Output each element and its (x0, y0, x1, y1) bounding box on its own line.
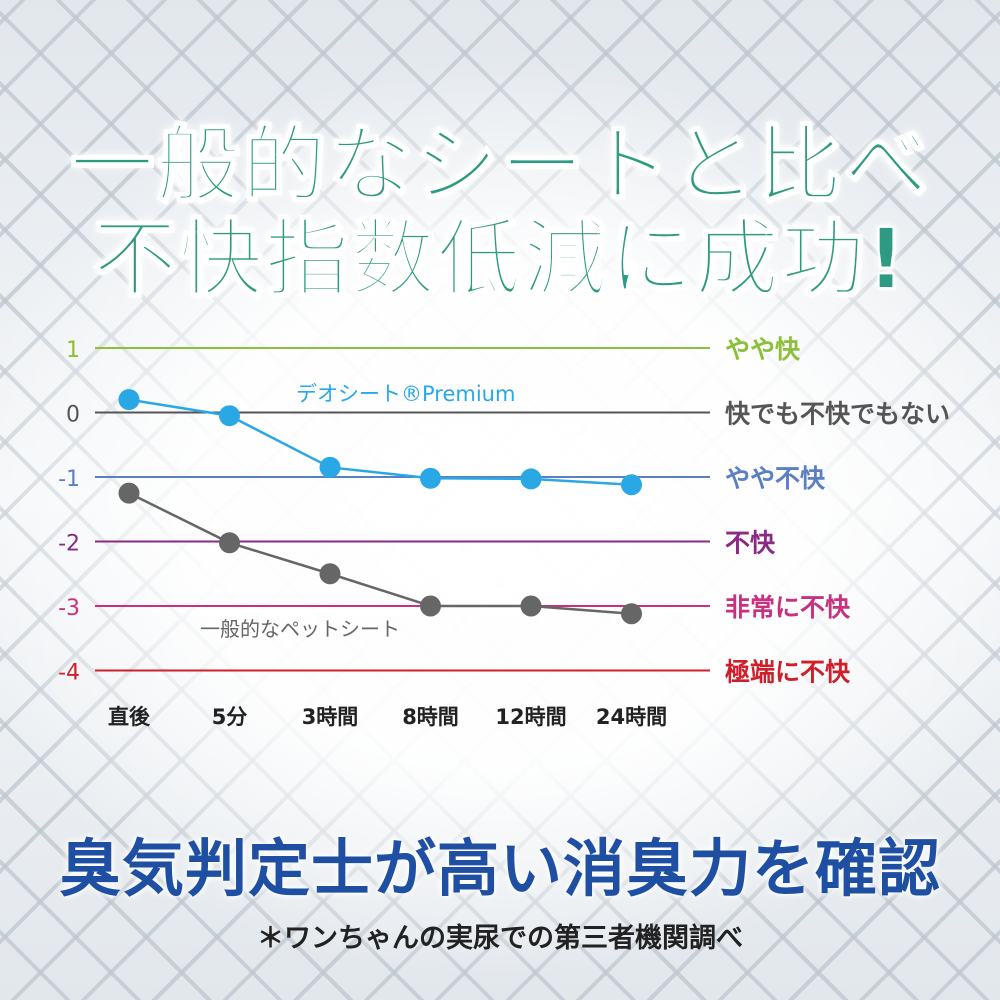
reference-line-label: やや快 (725, 335, 801, 364)
footnote: ＊ワンちゃんの実尿での第三者機関調べ (257, 923, 743, 954)
x-tick-label: 3時間 (302, 705, 359, 729)
data-point (520, 595, 542, 617)
data-point (621, 603, 642, 625)
data-point (621, 474, 642, 496)
discomfort-index-chart: 1 やや快 0 快でも不快でもない -1 やや不快 -2 不快 -3 非常に不快 -4 極端に不快直後… (58, 335, 950, 729)
x-tick-label: 12時間 (495, 705, 566, 729)
y-tick-label: 0 (66, 403, 80, 428)
y-tick-label: -2 (58, 532, 80, 557)
y-tick-label: -3 (58, 596, 80, 621)
series-label-premium: デオシート®Premium (296, 382, 515, 406)
data-point (219, 532, 240, 554)
x-tick-label: 直後 (108, 705, 151, 729)
series-line (128, 492, 632, 615)
reference-line-label: 極端に不快 (725, 658, 851, 687)
y-tick-label: -1 (58, 467, 80, 492)
y-tick-label: 1 (66, 338, 80, 363)
reference-line-label: やや不快 (725, 464, 826, 493)
y-tick-label: -4 (58, 661, 80, 686)
reference-line-label: 非常に不快 (725, 593, 851, 622)
data-point (420, 467, 441, 489)
x-tick-label: 8時間 (402, 705, 459, 729)
x-tick-label: 24時間 (596, 705, 667, 729)
data-point (319, 456, 341, 478)
data-point (118, 482, 140, 504)
x-tick-label: 5分 (212, 705, 248, 729)
headline-line-1: 一般的なシートと比べ (69, 115, 930, 215)
data-point (520, 468, 542, 490)
reference-line-label: 快でも不快でもない (725, 400, 950, 429)
headline-line-2: 不快指数低減に成功! (92, 209, 908, 309)
reference-line-label: 不快 (725, 529, 776, 558)
data-point (219, 405, 240, 427)
data-point (420, 595, 441, 617)
data-point (319, 563, 341, 585)
tagline: 臭気判定士が高い消臭力を確認 (58, 832, 941, 905)
series-line (128, 398, 632, 486)
series-label-general: 一般的なペットシート (200, 617, 400, 641)
data-point (118, 389, 140, 411)
